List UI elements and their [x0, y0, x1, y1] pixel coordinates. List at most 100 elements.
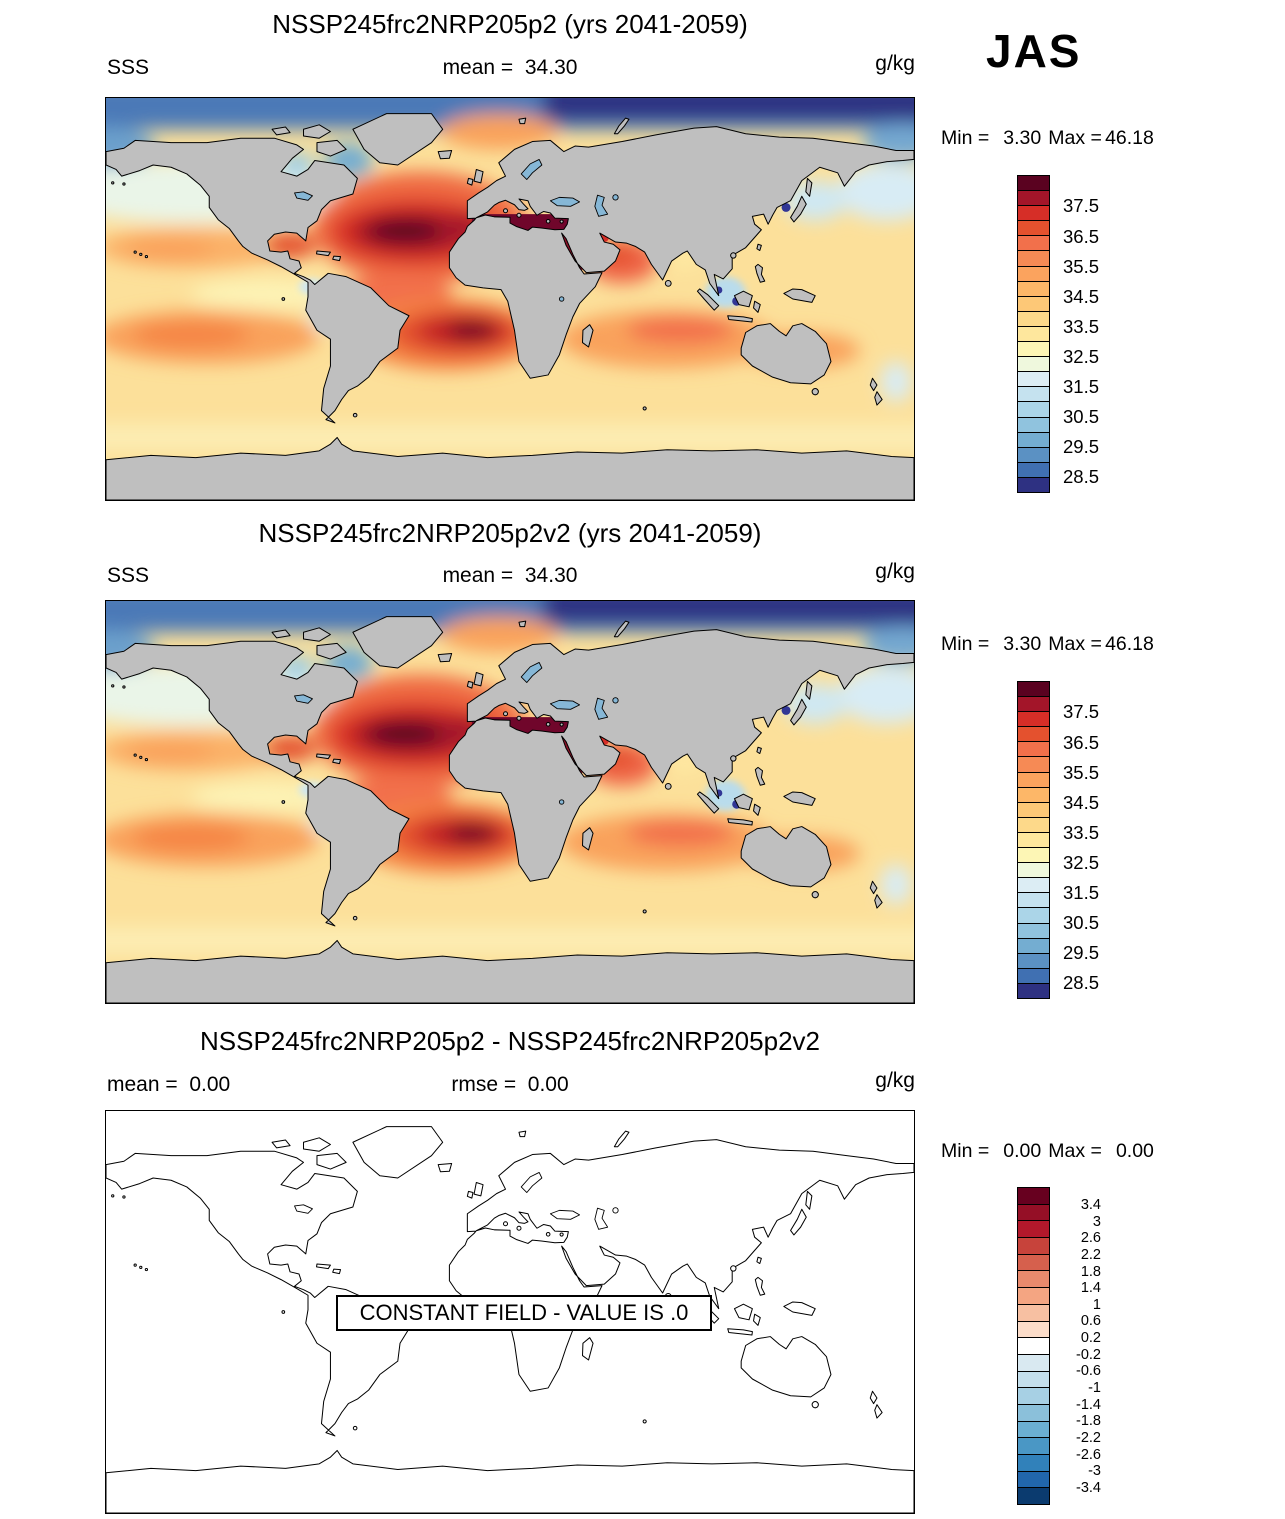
colorbar-tick-label: 31.5	[1063, 882, 1100, 904]
colorbar-cell	[1018, 356, 1049, 372]
colorbar-cell	[1018, 1437, 1049, 1454]
colorbar-tick-label: 32.5	[1063, 851, 1100, 873]
colorbar-cell	[1018, 1287, 1049, 1304]
colorbar-tick-label: 36.5	[1063, 225, 1100, 247]
colorbar-tick-label: 34.5	[1063, 791, 1100, 813]
panel3-title: NSSP245frc2NRP205p2 - NSSP245frc2NRP205p…	[199, 1026, 820, 1056]
colorbar-cell	[1018, 1303, 1049, 1321]
colorbar-tick-label: -3	[1088, 1463, 1101, 1480]
colorbar-cell	[1018, 176, 1049, 191]
field-label: SSS	[107, 56, 150, 79]
panel3-subheader: mean = 0.00 rmse = 0.00 g/kg	[105, 1069, 915, 1099]
colorbar-cell	[1018, 1337, 1049, 1354]
panel1-title: NSSP245frc2NRP205p2 (yrs 2041-2059)	[272, 9, 748, 39]
colorbar-cell	[1018, 431, 1049, 447]
colorbar-1-bar	[1017, 175, 1050, 493]
colorbar-cell	[1018, 847, 1049, 863]
colorbar-cell	[1018, 476, 1049, 492]
colorbar-3-bar	[1017, 1187, 1050, 1505]
colorbar-tick-label: 36.5	[1063, 731, 1100, 753]
season-label: JAS	[986, 25, 1082, 77]
colorbar-tick-label: 0.2	[1080, 1330, 1101, 1347]
colorbar-tick-label: 30.5	[1063, 406, 1100, 428]
colorbar-cell	[1018, 892, 1049, 908]
colorbar-cell	[1018, 205, 1049, 221]
colorbar-cell	[1018, 371, 1049, 387]
colorbar-1: 37.5 36.5 35.5 34.5 33.5 32.5 31.5 30.5 29.5 28.5	[1017, 175, 1137, 493]
colorbar-tick-label: 3	[1092, 1213, 1101, 1230]
colorbar-cell	[1018, 416, 1049, 432]
colorbar-tick-label: -1.4	[1076, 1396, 1101, 1413]
colorbar-cell	[1018, 967, 1049, 983]
colorbar-cell	[1018, 250, 1049, 266]
colorbar-cell	[1018, 756, 1049, 772]
mean-stat: mean = 0.00	[107, 1073, 231, 1096]
colorbar-tick-label: 28.5	[1063, 466, 1100, 488]
colorbar-cell	[1018, 1203, 1049, 1221]
colorbar-cell	[1018, 682, 1049, 697]
colorbar-cell	[1018, 446, 1049, 462]
colorbar-cell	[1018, 1454, 1049, 1471]
panel2-subheader: SSS mean = 34.30 g/kg	[105, 560, 915, 590]
colorbar-cell	[1018, 816, 1049, 832]
colorbar-cell	[1018, 295, 1049, 311]
colorbar-cell	[1018, 1387, 1049, 1404]
colorbar-cell	[1018, 726, 1049, 742]
constant-field-annotation: CONSTANT FIELD - VALUE IS .0	[336, 1295, 712, 1331]
colorbar-tick-label: -3.4	[1076, 1479, 1101, 1496]
colorbar-cell	[1018, 461, 1049, 477]
panel3-minmax: Min = 0.00 Max = 0.00	[941, 1140, 1154, 1162]
colorbar-tick-label: 31.5	[1063, 376, 1100, 398]
colorbar-tick-label: 35.5	[1063, 255, 1100, 277]
colorbar-cell	[1018, 801, 1049, 817]
colorbar-tick-label: 1.8	[1080, 1263, 1101, 1280]
colorbar-cell	[1018, 771, 1049, 787]
colorbar-cell	[1018, 741, 1049, 757]
map-panel-1	[105, 97, 915, 501]
colorbar-cell	[1018, 1220, 1049, 1238]
units-label: g/kg	[875, 560, 915, 583]
panel2-minmax: Min = 3.30 Max = 46.18	[941, 633, 1154, 655]
colorbar-cell	[1018, 235, 1049, 251]
units-label: g/kg	[875, 1069, 915, 1092]
colorbar-cell	[1018, 1470, 1049, 1488]
panel2-title: NSSP245frc2NRP205p2v2 (yrs 2041-2059)	[258, 518, 762, 548]
panel1-minmax: Min = 3.30 Max = 46.18	[941, 127, 1154, 149]
colorbar-tick-label: 35.5	[1063, 761, 1100, 783]
colorbar-tick-label: 2.6	[1080, 1230, 1101, 1247]
colorbar-cell	[1018, 1270, 1049, 1288]
colorbar-cell	[1018, 325, 1049, 342]
colorbar-cell	[1018, 982, 1049, 998]
colorbar-tick-label: -1	[1088, 1379, 1101, 1396]
colorbar-cell	[1018, 696, 1049, 712]
colorbar-cell	[1018, 907, 1049, 923]
panel1-subheader: SSS mean = 34.30 g/kg	[105, 52, 915, 82]
colorbar-cell	[1018, 1420, 1049, 1438]
colorbar-cell	[1018, 952, 1049, 968]
mean-stat: mean = 34.30	[442, 56, 578, 79]
colorbar-tick-label: 34.5	[1063, 285, 1100, 307]
map-panel-3	[105, 1110, 915, 1514]
colorbar-cell	[1018, 711, 1049, 727]
colorbar-cell	[1018, 1253, 1049, 1271]
colorbar-tick-label: 28.5	[1063, 972, 1100, 994]
colorbar-cell	[1018, 1370, 1049, 1388]
colorbar-tick-label: 3.4	[1080, 1197, 1101, 1214]
colorbar-2: 37.5 36.5 35.5 34.5 33.5 32.5 31.5 30.5 29.5 28.5	[1017, 681, 1137, 999]
colorbar-2-bar	[1017, 681, 1050, 999]
colorbar-cell	[1018, 1353, 1049, 1371]
colorbar-cell	[1018, 937, 1049, 953]
colorbar-tick-label: 2.2	[1080, 1246, 1101, 1263]
colorbar-cell	[1018, 386, 1049, 402]
colorbar-tick-label: 37.5	[1063, 195, 1100, 217]
colorbar-cell	[1018, 862, 1049, 878]
colorbar-cell	[1018, 1320, 1049, 1338]
colorbar-tick-label: 32.5	[1063, 345, 1100, 367]
colorbar-tick-label: 37.5	[1063, 701, 1100, 723]
colorbar-3-labels: 3.4 3 2.6 2.2 1.8 1.4 1 0.6 0.2 -0.2 -0.6 -1 -1.4 -1.…	[1059, 1187, 1129, 1505]
colorbar-cell	[1018, 922, 1049, 938]
colorbar-2-labels: 37.5 36.5 35.5 34.5 33.5 32.5 31.5 30.5 29.5 28.5	[1063, 681, 1133, 999]
colorbar-cell	[1018, 220, 1049, 236]
field-label: SSS	[107, 564, 150, 587]
